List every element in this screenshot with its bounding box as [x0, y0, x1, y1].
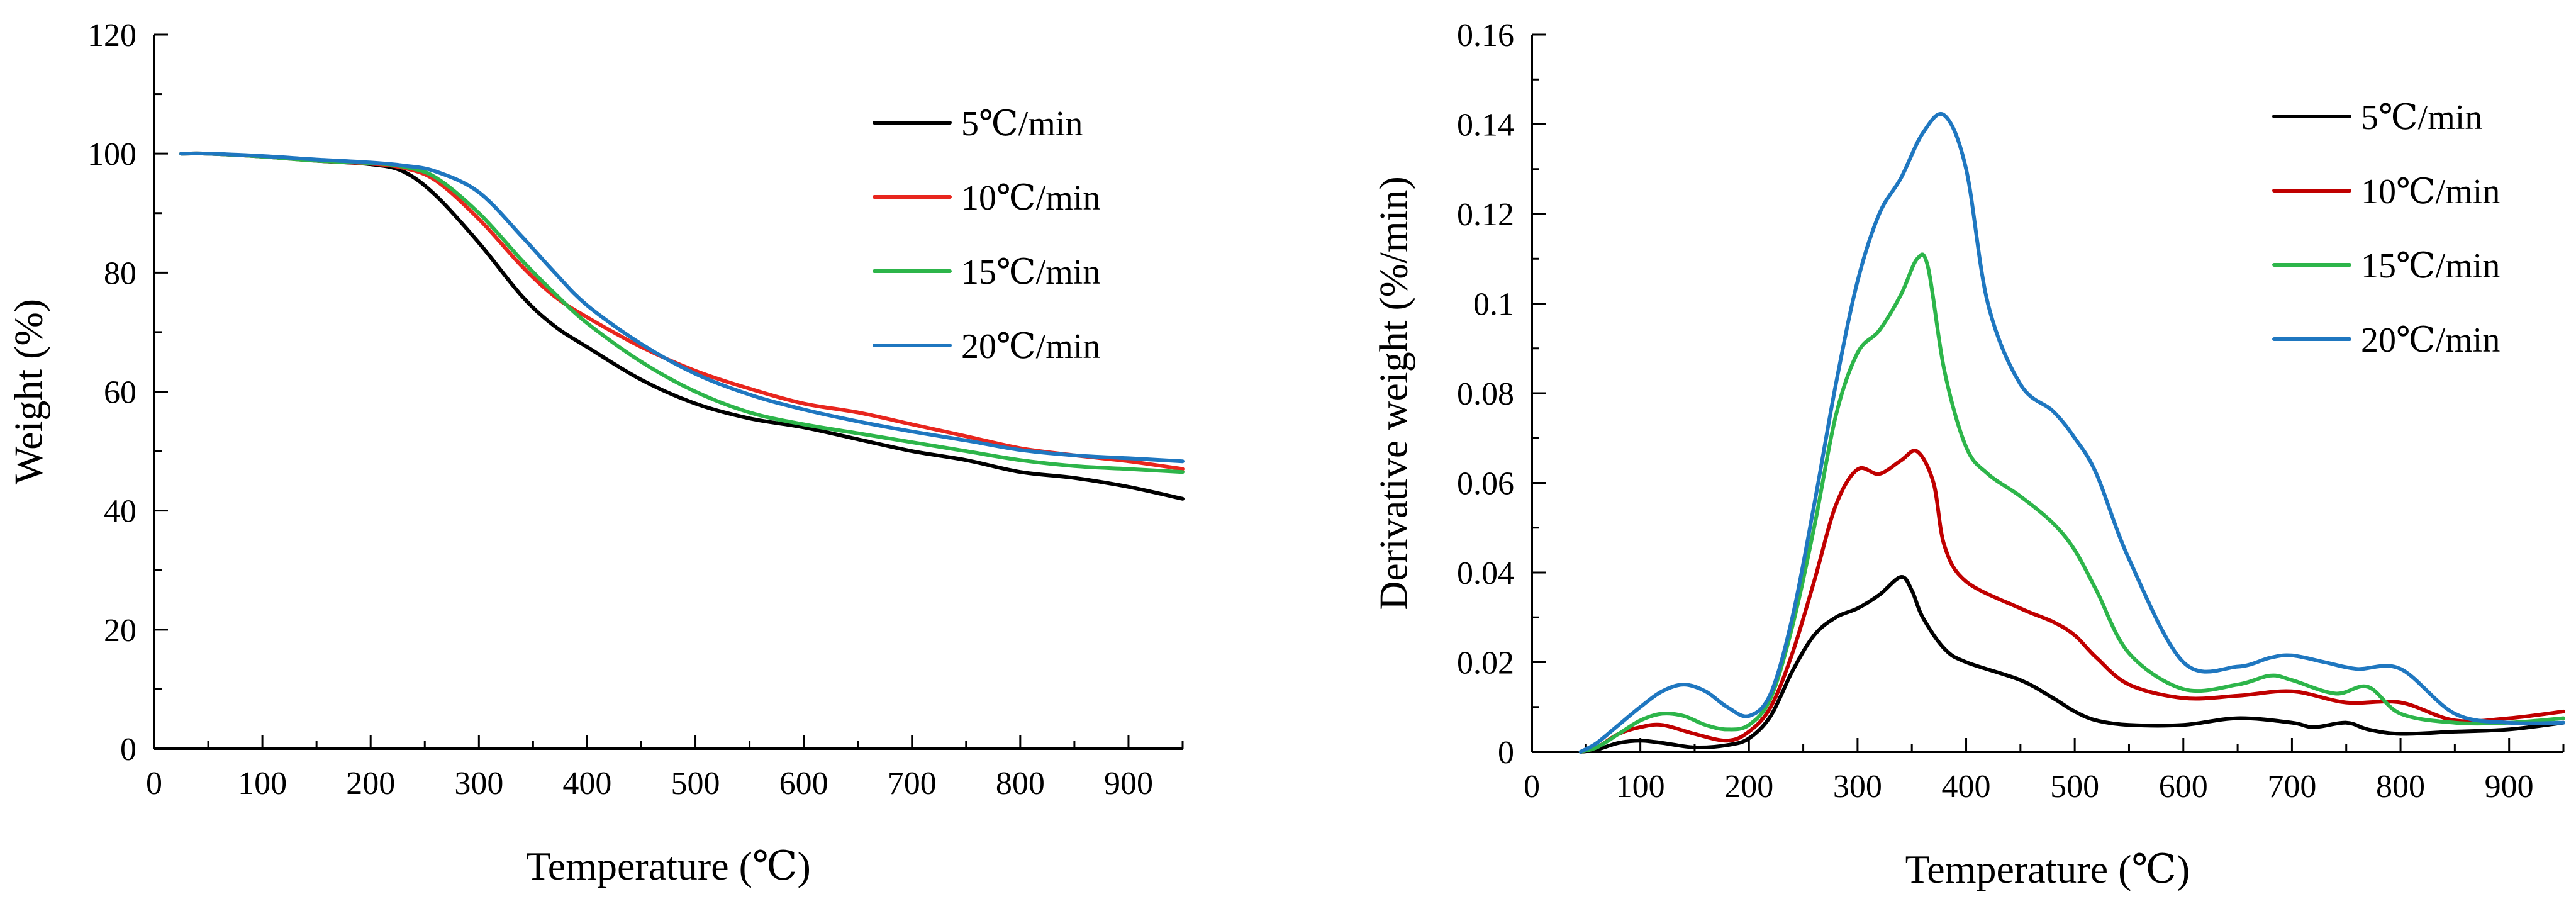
- legend-label: 20℃/min: [2361, 321, 2500, 360]
- x-tick-label: 700: [888, 766, 937, 802]
- y-tick-label: 0.14: [1457, 108, 1514, 143]
- y-axis-title: Weight (%): [6, 299, 51, 484]
- legend-label: 15℃/min: [961, 253, 1100, 292]
- y-tick-label: 0.16: [1457, 18, 1514, 53]
- legend-label: 5℃/min: [2361, 98, 2482, 137]
- x-tick-label: 300: [454, 766, 503, 802]
- x-tick-label: 0: [1524, 769, 1540, 805]
- y-tick-label: 60: [104, 375, 137, 411]
- x-tick-label: 100: [238, 766, 287, 802]
- dtg-derivative-chart: 0 0.02 0.04 0.06 0.08 0.1 0.12 0.14 0.16 0 100 200 3…: [1371, 18, 2565, 891]
- y-tick-label: 0: [1498, 735, 1514, 771]
- x-tick-label: 900: [2485, 769, 2534, 805]
- x-tick-label: 400: [1942, 769, 1991, 805]
- y-tick-label: 120: [87, 18, 137, 53]
- legend-label: 10℃/min: [2361, 172, 2500, 211]
- series-line-20min: [179, 151, 1185, 464]
- x-tick-label: 400: [562, 766, 611, 802]
- x-tick-label: 500: [2050, 769, 2099, 805]
- legend-label: 20℃/min: [961, 327, 1100, 366]
- x-tick-label: 300: [1833, 769, 1882, 805]
- y-tick-label: 0.02: [1457, 646, 1514, 681]
- x-tick-label: 800: [996, 766, 1045, 802]
- y-tick-label: 80: [104, 255, 137, 291]
- tga-weight-chart: 0 20 40 60 80 100 120 0 100 200 300 400 500 600 700 800…: [6, 18, 1185, 888]
- y-tick-label: 0.1: [1473, 287, 1514, 323]
- y-tick-label: 0.04: [1457, 556, 1514, 591]
- y-tick-label: 0.06: [1457, 466, 1514, 502]
- series-line-15min: [1578, 252, 2565, 754]
- series-line-20min: [1578, 112, 2565, 754]
- legend-label: 5℃/min: [961, 104, 1083, 143]
- y-tick-label: 0.12: [1457, 197, 1514, 233]
- legend-label: 10℃/min: [961, 179, 1100, 218]
- series-line-10min: [1578, 449, 2565, 754]
- x-tick-label: 600: [779, 766, 828, 802]
- y-tick-label: 100: [87, 137, 137, 172]
- x-tick-label: 0: [146, 766, 162, 802]
- x-axis-title: Temperature (℃): [526, 844, 811, 888]
- x-axis-title: Temperature (℃): [1905, 847, 2190, 891]
- x-tick-label: 100: [1616, 769, 1665, 805]
- x-tick-label: 200: [346, 766, 395, 802]
- x-tick-label: 800: [2376, 769, 2425, 805]
- x-tick-label: 900: [1104, 766, 1153, 802]
- y-axis-title: Derivative weight (%/min): [1371, 176, 1416, 610]
- x-tick-label: 700: [2267, 769, 2316, 805]
- x-tick-label: 200: [1724, 769, 1773, 805]
- x-tick-label: 500: [671, 766, 720, 802]
- y-tick-label: 0.08: [1457, 376, 1514, 412]
- y-tick-label: 0: [120, 732, 137, 768]
- legend-label: 15℃/min: [2361, 247, 2500, 286]
- y-tick-label: 20: [104, 613, 137, 649]
- x-tick-label: 600: [2159, 769, 2208, 805]
- y-tick-label: 40: [104, 494, 137, 530]
- series-line-5min: [1578, 575, 2565, 754]
